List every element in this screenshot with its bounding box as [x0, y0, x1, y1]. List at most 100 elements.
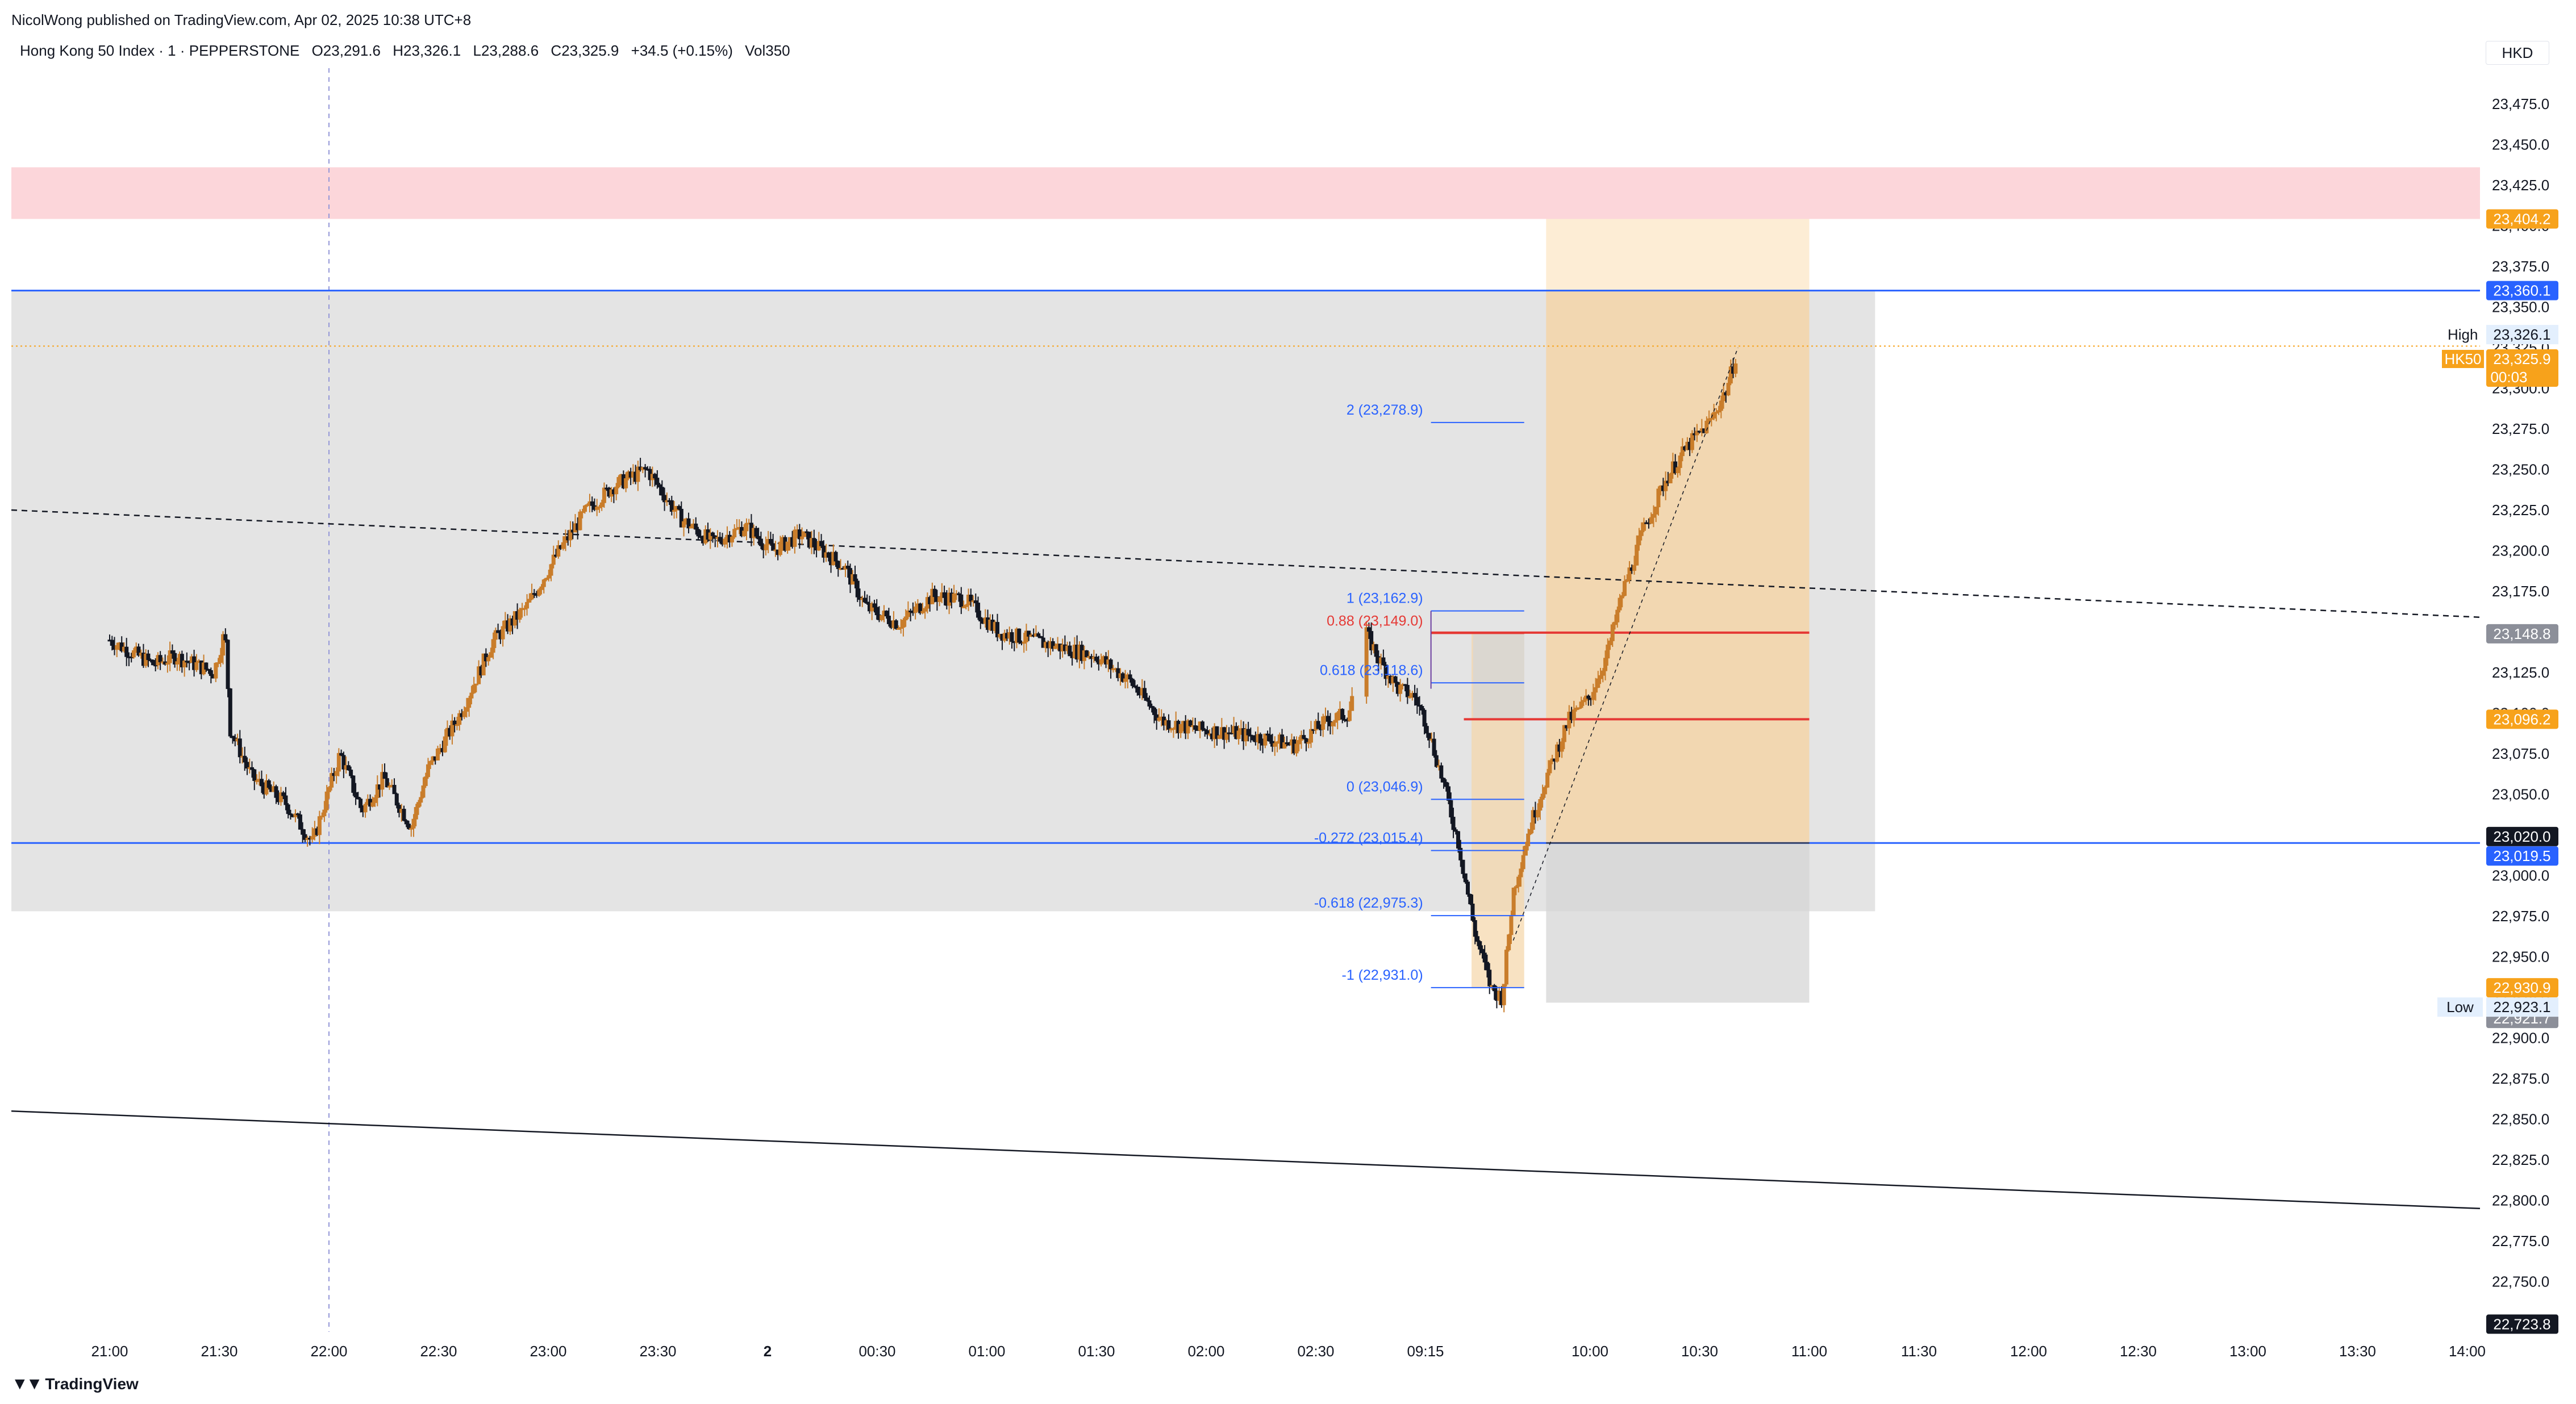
- candle-body: [833, 551, 838, 562]
- low-tag: [2437, 997, 2483, 1017]
- candle-body: [1598, 675, 1603, 679]
- candle-body: [194, 662, 199, 670]
- symbol-name[interactable]: Hong Kong 50 Index · 1 · PEPPERSTONE: [20, 42, 300, 59]
- candle-body: [1434, 755, 1439, 767]
- candle-body: [1651, 513, 1656, 518]
- candle-body: [923, 608, 927, 612]
- candle-body: [1325, 716, 1330, 722]
- candle-body: [1036, 633, 1041, 637]
- x-tick-label: 13:00: [2229, 1343, 2266, 1360]
- candle-body: [527, 599, 532, 603]
- candle-body: [793, 529, 797, 547]
- candle-body: [1482, 952, 1487, 963]
- candle-body: [428, 760, 433, 765]
- candle-body: [457, 713, 462, 725]
- candle-body: [1540, 793, 1545, 800]
- candle-body: [1306, 742, 1311, 744]
- candle-body: [1509, 915, 1514, 935]
- candle-body: [288, 813, 293, 816]
- candle-body: [957, 593, 961, 595]
- y-tick-label: 23,000.0: [2492, 867, 2549, 884]
- candle-body: [1302, 735, 1306, 739]
- candle-body: [1149, 705, 1154, 708]
- candle-body: [426, 764, 430, 778]
- candle-body: [732, 529, 737, 538]
- candle-body: [416, 802, 420, 808]
- candle-body: [978, 617, 983, 622]
- candle-body: [1606, 644, 1610, 659]
- candle-body: [385, 778, 389, 788]
- candle-body: [1335, 712, 1340, 721]
- candle-body: [862, 597, 867, 603]
- candle-body: [1366, 627, 1371, 632]
- high-badge: [2486, 325, 2558, 345]
- candle-body: [959, 594, 964, 607]
- candle-body: [206, 668, 211, 671]
- candle-body: [1085, 650, 1089, 658]
- candle-body: [286, 804, 290, 814]
- tradingview-logo[interactable]: ▼▼ TradingView: [11, 1374, 139, 1394]
- fib-level-label-2: 0.88 (23,149.0): [1327, 613, 1423, 629]
- candle-body: [616, 477, 621, 487]
- candle-body: [1596, 678, 1600, 688]
- candle-body: [266, 780, 271, 788]
- candle-body: [252, 769, 257, 781]
- candle-body: [1470, 904, 1475, 921]
- x-tick-label: 2: [764, 1343, 772, 1360]
- candle-body: [1099, 659, 1103, 665]
- ohlc-close-key: C: [551, 42, 562, 59]
- high-label: High: [2448, 326, 2478, 343]
- high-value: 23,326.1: [2493, 326, 2550, 343]
- candle-body: [1427, 733, 1432, 741]
- candle-body: [115, 645, 119, 650]
- candle-body: [168, 650, 172, 663]
- candle-body: [822, 545, 826, 558]
- candle-body: [1519, 868, 1523, 878]
- candle-body: [1094, 657, 1099, 661]
- candle-body: [274, 786, 278, 798]
- candle-body: [124, 646, 129, 657]
- candle-body: [1492, 985, 1497, 992]
- candle-body: [655, 478, 660, 485]
- candle-body: [1022, 641, 1026, 644]
- currency-button[interactable]: HKD: [2486, 41, 2549, 65]
- candle-body: [1294, 743, 1299, 754]
- candle-body: [920, 611, 925, 613]
- candle-body: [1641, 522, 1646, 531]
- candle-body: [1268, 734, 1272, 742]
- fib-level-label-1: 1 (23,162.9): [1347, 591, 1423, 607]
- candle-body: [1675, 467, 1680, 473]
- candle-body: [278, 792, 283, 803]
- candle-body: [303, 834, 307, 840]
- x-tick-label: 12:00: [2010, 1343, 2047, 1360]
- candle-body: [180, 654, 184, 667]
- candle-body: [402, 809, 406, 821]
- candle-body: [696, 529, 701, 537]
- y-tick-label: 23,225.0: [2492, 502, 2549, 519]
- dashed-trendline: [11, 509, 2481, 619]
- candle-body: [1680, 446, 1685, 457]
- candle-body: [643, 467, 648, 470]
- candle-body: [754, 528, 758, 537]
- candle-body: [942, 592, 947, 598]
- candle-body: [216, 662, 220, 665]
- candle-body: [320, 816, 324, 818]
- candle-body: [129, 657, 134, 659]
- candle-body: [1381, 657, 1386, 666]
- x-tick-label: 11:30: [1901, 1343, 1937, 1360]
- candle-body: [532, 593, 536, 595]
- candle-body: [899, 627, 903, 629]
- candle-body: [1637, 535, 1641, 546]
- candle-body: [1449, 800, 1453, 818]
- candle-body: [1383, 665, 1388, 679]
- candle-body: [718, 537, 722, 542]
- candle-body: [742, 530, 747, 537]
- candle-body: [1166, 720, 1171, 730]
- lines-layer: [11, 68, 2481, 1332]
- candle-body: [295, 813, 300, 816]
- candle-body: [585, 504, 590, 507]
- candle-body: [1531, 810, 1535, 830]
- candle-body: [894, 620, 898, 629]
- candle-body: [1456, 831, 1461, 849]
